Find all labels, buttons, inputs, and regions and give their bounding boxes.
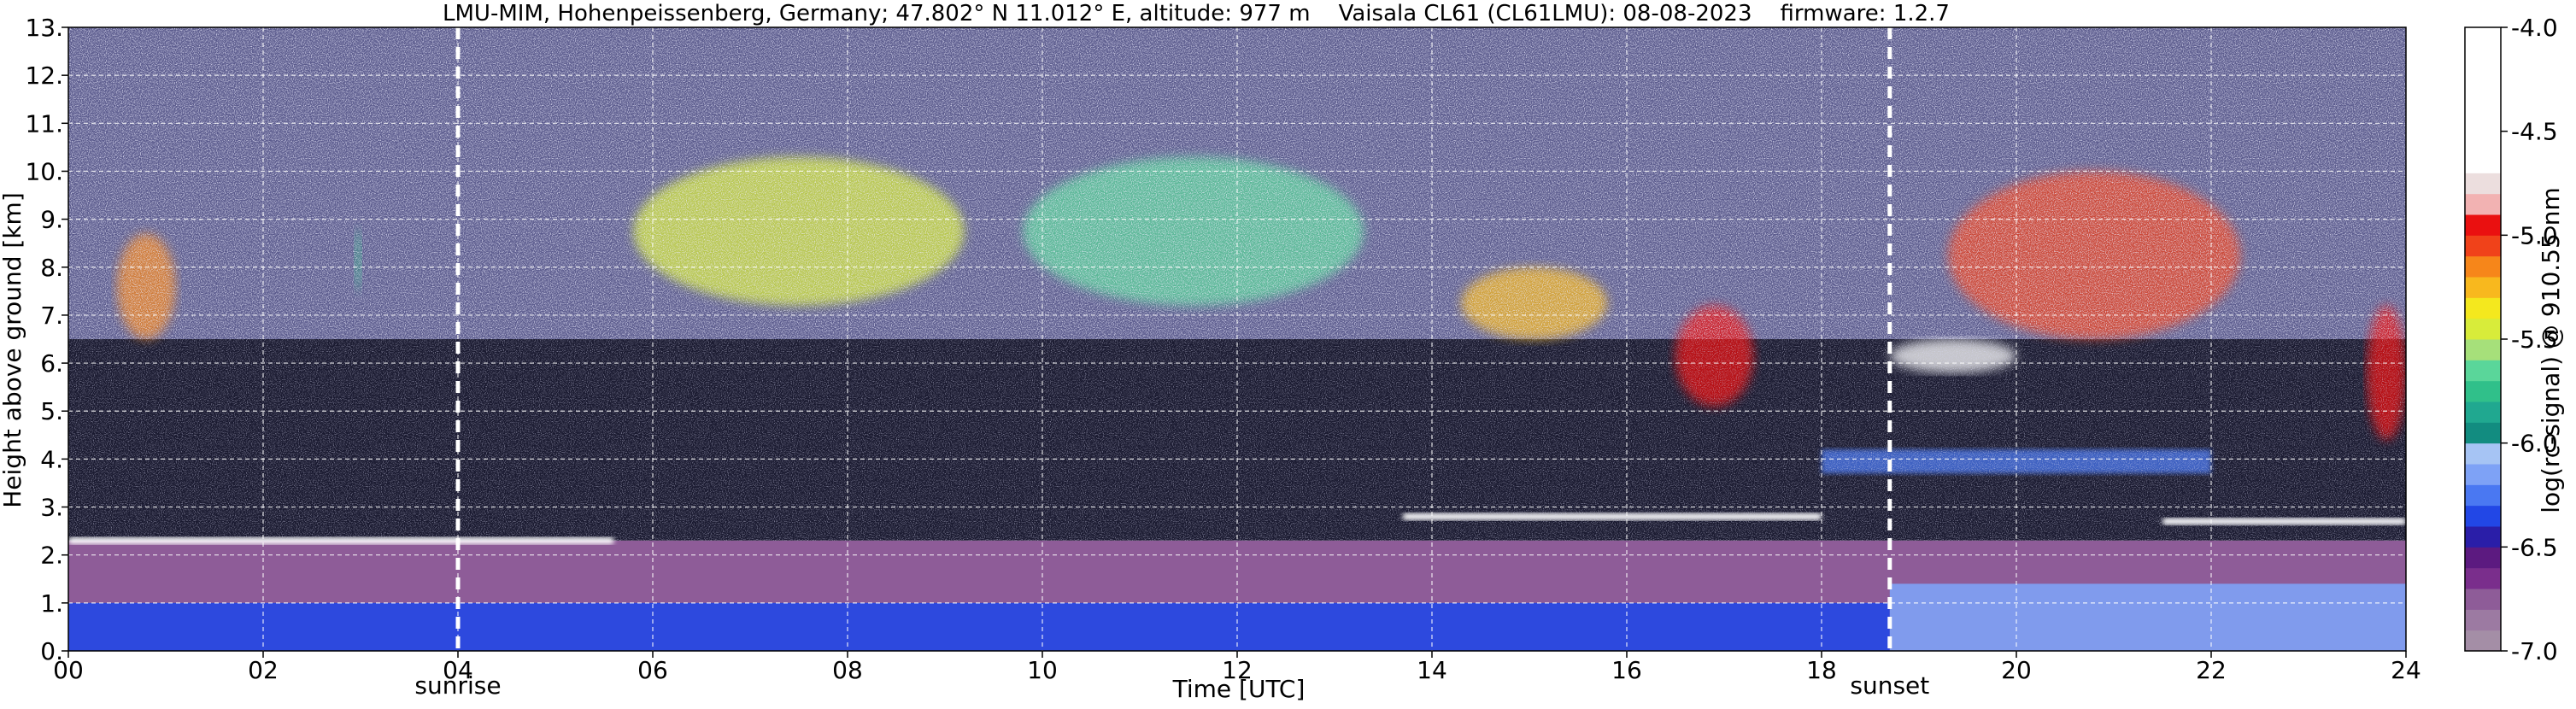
annotation-label: sunset — [1850, 671, 1929, 700]
feature-boundary-layer-core — [68, 602, 1890, 651]
x-tick-label: 02 — [248, 656, 279, 684]
colorbar-level — [2465, 360, 2501, 382]
colorbar-level — [2465, 193, 2501, 215]
y-tick-label: 3. — [40, 494, 63, 522]
x-tick-label: 18 — [1806, 656, 1837, 684]
annotation-label: sunrise — [414, 671, 501, 700]
x-tick-label: 24 — [2391, 656, 2421, 684]
y-axis-label: Height above ground [km] — [0, 192, 26, 508]
colorbar-level — [2465, 442, 2501, 465]
y-tick-label: 4. — [40, 445, 63, 473]
y-tick-label: 12. — [25, 62, 63, 90]
colorbar-level — [2465, 27, 2501, 173]
colorbar-tick-label: -4.0 — [2511, 14, 2558, 42]
colorbar-frame — [2464, 26, 2502, 652]
colorbar-level — [2465, 318, 2501, 340]
y-tick-label: 7. — [40, 302, 63, 330]
colorbar-ticks: -4.0 -4.5 -5.0 -5.5 -6.0 -6.5 -7.0 — [2501, 14, 2558, 665]
colorbar-tick-label: -7.0 — [2511, 637, 2558, 665]
colorbar-level — [2465, 589, 2501, 610]
feature-boundary-layer-core — [1889, 583, 2406, 651]
x-tick-label: 20 — [2001, 656, 2032, 684]
colorbar-level — [2465, 464, 2501, 485]
annotation-lines: sunrise sunset — [414, 27, 1929, 700]
x-tick-label: 14 — [1417, 656, 1447, 684]
y-tick-label: 10. — [25, 157, 63, 185]
colorbar-level — [2465, 380, 2501, 402]
colorbar-level — [2465, 339, 2501, 360]
x-tick-label: 22 — [2196, 656, 2227, 684]
y-tick-label: 11. — [25, 109, 63, 138]
colorbar-level — [2465, 505, 2501, 527]
y-tick-label: 5. — [40, 397, 63, 425]
x-axis-ticks: 00 02 04 06 08 10 12 14 16 18 20 22 24 — [53, 651, 2421, 684]
x-tick-label: 04 — [443, 656, 473, 684]
colorbar-level — [2465, 609, 2501, 631]
y-tick-label: 9. — [40, 206, 63, 234]
x-tick-label: 00 — [53, 656, 84, 684]
y-tick-label: 1. — [40, 589, 63, 618]
colorbar-tick-label: -4.5 — [2511, 118, 2558, 146]
x-tick-label: 16 — [1611, 656, 1642, 684]
colorbar-tick-label: -5.5 — [2511, 325, 2558, 354]
x-tick-label: 06 — [637, 656, 668, 684]
colorbar-label: log(rc-signal) @ 910.55 nm — [2537, 187, 2565, 513]
x-tick-label: 12 — [1222, 656, 1253, 684]
x-tick-label: 10 — [1027, 656, 1058, 684]
y-tick-label: 2. — [40, 542, 63, 570]
colorbar-level — [2465, 235, 2501, 257]
colorbar-level — [2465, 422, 2501, 444]
y-tick-label: 13. — [25, 14, 63, 42]
colorbar-level — [2465, 297, 2501, 319]
x-axis-label: Time [UTC] — [1172, 675, 1306, 703]
x-tick-label: 08 — [832, 656, 863, 684]
colorbar-level — [2465, 526, 2501, 548]
colorbar-level — [2465, 547, 2501, 569]
chart-title: LMU-MIM, Hohenpeissenberg, Germany; 47.8… — [443, 1, 1950, 26]
colorbar — [2465, 27, 2501, 652]
y-tick-label: 6. — [40, 349, 63, 378]
y-tick-label: 8. — [40, 254, 63, 282]
y-tick-label: 0. — [40, 637, 63, 665]
colorbar-level — [2465, 214, 2501, 236]
colorbar-tick-label: -6.0 — [2511, 430, 2558, 458]
y-axis-ticks: 0. 1. 2. 3. 4. 5. 6. 7. 8. 9. 10. 11. 12. 13. — [25, 14, 68, 665]
colorbar-level — [2465, 401, 2501, 423]
colorbar-level — [2465, 255, 2501, 278]
colorbar-level — [2465, 567, 2501, 589]
colorbar-level — [2465, 484, 2501, 507]
colorbar-tick-label: -5.0 — [2511, 221, 2558, 249]
colorbar-tick-label: -6.5 — [2511, 533, 2558, 561]
colorbar-level — [2465, 173, 2501, 195]
colorbar-level — [2465, 630, 2501, 652]
colorbar-level — [2465, 277, 2501, 298]
